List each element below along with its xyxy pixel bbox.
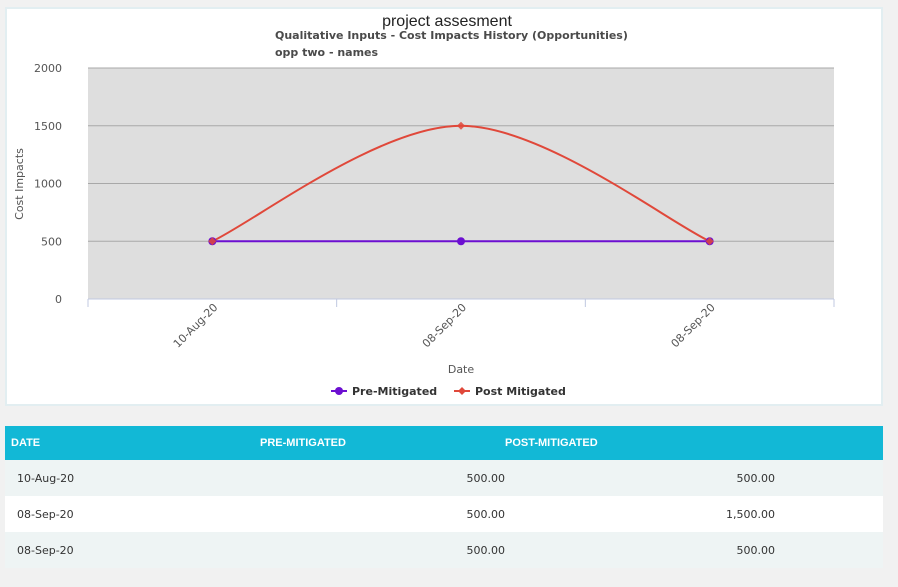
- header-pre-mitigated[interactable]: PRE-MITIGATED: [260, 437, 346, 449]
- data-point-post-mitigated: [705, 237, 714, 246]
- header-date[interactable]: DATE: [11, 437, 41, 449]
- table-row: 08-Sep-20 500.00 500.00: [5, 532, 883, 568]
- header-spacer: [775, 426, 883, 460]
- cost-impacts-chart: project assesment Qualitative Inputs - C…: [13, 13, 835, 398]
- y-tick-label: 2000: [34, 62, 62, 75]
- cell-pre-mitigated: 500.00: [466, 471, 506, 485]
- y-tick-label: 0: [55, 293, 62, 306]
- y-axis-label: Cost Impacts: [13, 148, 26, 220]
- data-point-post-mitigated: [457, 121, 465, 130]
- y-axis-ticks: 0 500 1000 1500 2000: [34, 62, 62, 306]
- data-point-pre-mitigated: [457, 237, 465, 246]
- x-tick-label: 08-Sep-20: [669, 301, 718, 350]
- cost-impacts-table: DATE PRE-MITIGATED POST-MITIGATED 10-Aug…: [5, 426, 883, 568]
- y-tick-label: 500: [41, 235, 62, 248]
- cell-pre-mitigated: 500.00: [466, 543, 506, 557]
- cell-spacer: [775, 460, 883, 496]
- y-tick-label: 1000: [34, 178, 62, 191]
- series-layer: [208, 121, 714, 246]
- x-tick-label: 08-Sep-20: [420, 301, 469, 350]
- legend-label-post-mitigated: Post Mitigated: [475, 385, 566, 398]
- chart-subtitle: Qualitative Inputs - Cost Impacts Histor…: [275, 29, 628, 42]
- cell-date: 08-Sep-20: [17, 507, 74, 521]
- cell-post-mitigated: 500.00: [736, 543, 776, 557]
- table-row: 10-Aug-20 500.00 500.00: [5, 460, 883, 496]
- table-header-row: DATE PRE-MITIGATED POST-MITIGATED: [5, 426, 883, 460]
- legend-marker-post-mitigated: [458, 387, 466, 395]
- x-tick-label: 10-Aug-20: [171, 301, 221, 351]
- cell-spacer: [775, 496, 883, 532]
- data-point-post-mitigated: [208, 237, 217, 246]
- cell-spacer: [775, 532, 883, 568]
- table-row: 08-Sep-20 500.00 1,500.00: [5, 496, 883, 532]
- legend: Pre-Mitigated Post Mitigated: [331, 385, 566, 398]
- chart-card: project assesment Qualitative Inputs - C…: [5, 7, 883, 406]
- x-axis: 10-Aug-20 08-Sep-20 08-Sep-20: [87, 298, 835, 351]
- chart-subtitle2: opp two - names: [275, 46, 379, 59]
- cell-post-mitigated: 1,500.00: [726, 507, 775, 521]
- cell-pre-mitigated: 500.00: [466, 507, 506, 521]
- cell-date: 10-Aug-20: [17, 471, 75, 485]
- cell-post-mitigated: 500.00: [736, 471, 776, 485]
- x-axis-label: Date: [448, 363, 475, 376]
- legend-label-pre-mitigated: Pre-Mitigated: [352, 385, 437, 398]
- cell-date: 08-Sep-20: [17, 543, 74, 557]
- y-tick-label: 1500: [34, 120, 62, 133]
- header-post-mitigated[interactable]: POST-MITIGATED: [505, 437, 598, 449]
- legend-marker-pre-mitigated: [335, 387, 343, 395]
- chart-title: project assesment: [382, 13, 512, 30]
